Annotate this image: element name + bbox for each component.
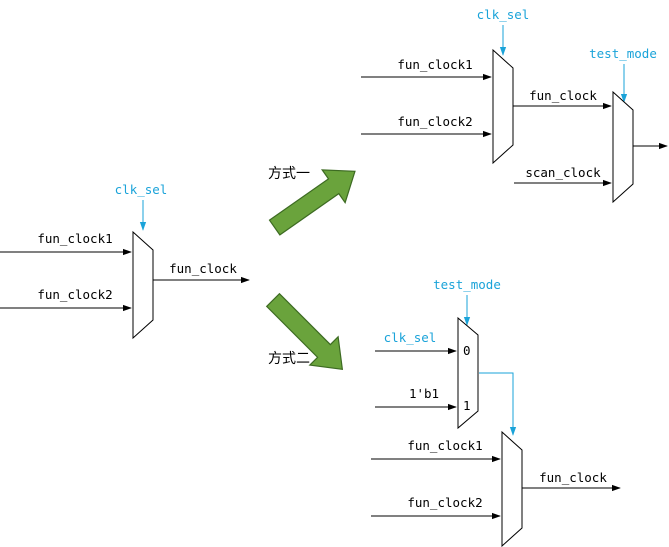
m2-out-label: fun_clock [539,470,607,485]
m2-in1-label: 1'b1 [409,386,439,401]
m2-in0-label: clk_sel [384,330,437,345]
left-in1-label: fun_clock1 [37,231,112,246]
m1-mux2-in1-label: fun_clock [529,88,597,103]
m1-in1-label: fun_clock1 [397,57,472,72]
left-out-label: fun_clock [169,261,237,276]
m1-in2-label: fun_clock2 [397,114,472,129]
method1-mux1-group: clk_sel fun_clock1 fun_clock2 [361,7,530,165]
green-arrow-down [265,292,344,371]
m2-mux1-port0: 0 [463,343,471,358]
m1-mux1-ctrl-label: clk_sel [477,7,530,22]
m2-mux2-in2-label: fun_clock2 [407,495,482,510]
m2-mux1 [457,316,479,430]
method2-arrow [265,292,344,371]
left-in2-label: fun_clock2 [37,287,112,302]
method1-title: 方式一 [268,166,310,182]
m2-mux1-port1: 1 [463,398,471,413]
method1-arrow [268,169,356,236]
green-arrow-up [268,169,356,236]
method2-title: 方式二 [268,351,310,367]
m1-mux2 [612,90,634,204]
left-mux [132,230,154,340]
m1-mux2-in2-label: scan_clock [525,165,601,180]
method2-mux1-group: test_mode 0 1 clk_sel 1'b1 [375,277,517,436]
method2-mux2-group: fun_clock1 fun_clock2 fun_clock [371,430,621,547]
m1-mux1 [492,48,514,165]
left-ctrl-label: clk_sel [115,182,168,197]
m2-mux2-in1-label: fun_clock1 [407,438,482,453]
left-mux-group: clk_sel fun_clock1 fun_clock2 fun_clock [0,182,250,340]
method1-mux2-group: test_mode fun_clock scan_clock [513,46,668,204]
m2-mux2 [501,430,523,547]
m2-sel-wire [479,372,517,436]
m2-mux1-ctrl-label: test_mode [433,277,501,292]
m1-mux2-ctrl-label: test_mode [589,46,657,61]
